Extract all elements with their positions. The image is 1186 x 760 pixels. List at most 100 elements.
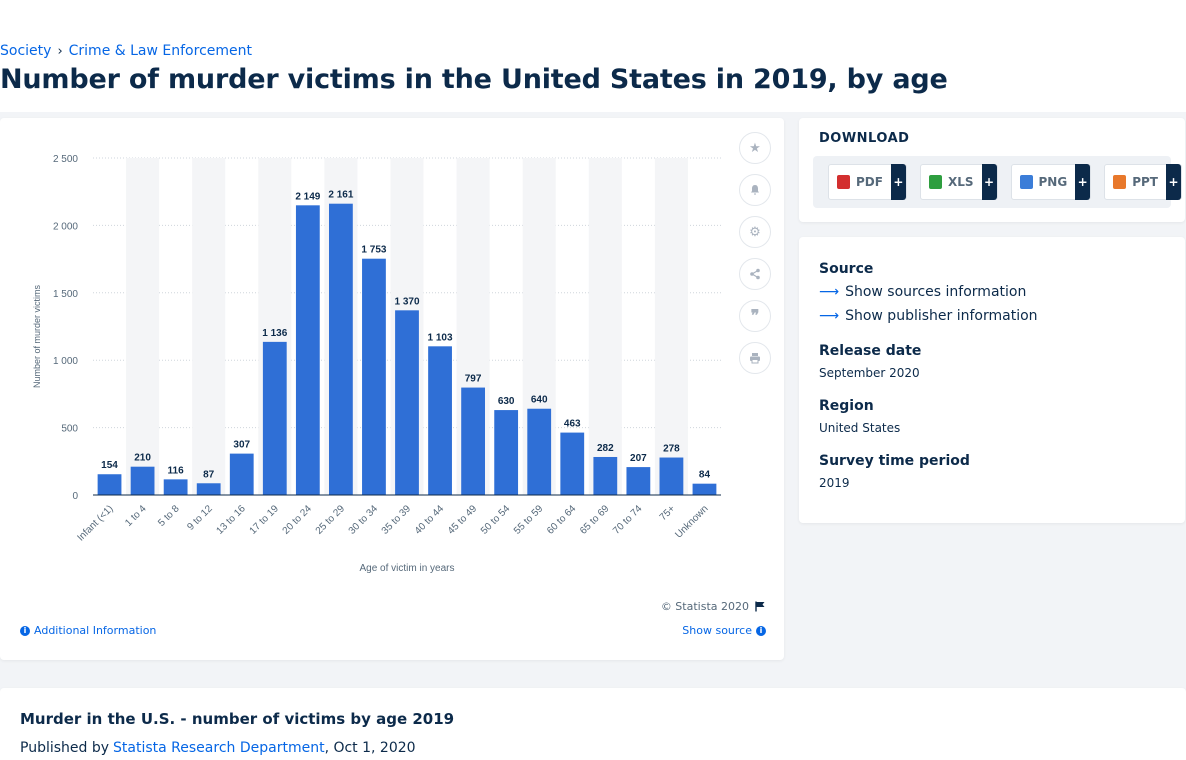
x-tick-label: Infant (<1) [75, 503, 115, 543]
bar [362, 258, 386, 495]
download-pdf-button[interactable]: PDF + [828, 164, 907, 200]
show-sources-link[interactable]: ⟶ Show sources information [819, 284, 1026, 300]
xls-file-icon [928, 175, 942, 189]
bell-icon[interactable] [739, 174, 771, 206]
bar [560, 432, 585, 495]
bar [659, 457, 684, 495]
x-tick-label: 1 to 4 [123, 503, 149, 529]
x-tick-label: 35 to 39 [380, 503, 414, 537]
column-band [192, 158, 226, 495]
breadcrumb-item-society[interactable]: Society [0, 43, 52, 59]
arrow-right-icon: ⟶ [819, 308, 840, 324]
bar [262, 341, 287, 495]
plus-icon: + [1165, 164, 1181, 200]
copyright-text: © Statista 2020 [660, 600, 749, 613]
x-tick-label: 5 to 8 [156, 503, 182, 529]
y-axis-title: Number of murder victims [32, 284, 42, 388]
data-label: 116 [168, 465, 185, 476]
additional-info-label: Additional Information [34, 624, 157, 637]
x-tick-label: 65 to 69 [578, 503, 612, 537]
show-publisher-label: Show publisher information [845, 308, 1038, 324]
bar-chart: 154 210 116 87 307 1 136 2 149 2 161 1 753 1 370 1… [32, 154, 721, 574]
ppt-file-icon [1113, 175, 1127, 189]
breadcrumb-separator: › [57, 43, 63, 59]
y-tick-label: 2 000 [53, 221, 78, 232]
x-tick-label: 9 to 12 [185, 503, 215, 533]
statistic-summary-card: Murder in the U.S. - number of victims b… [0, 688, 1186, 760]
data-label: 463 [564, 419, 581, 430]
column-band [126, 158, 160, 495]
region-value: United States [819, 421, 901, 435]
bar [395, 310, 419, 495]
star-icon[interactable]: ★ [739, 132, 771, 164]
show-source-link[interactable]: Show source i [682, 624, 766, 637]
y-tick-label: 2 500 [53, 154, 78, 165]
download-png-button[interactable]: PNG + [1010, 164, 1092, 200]
bar [163, 479, 188, 495]
publish-date: , Oct 1, 2020 [324, 740, 416, 756]
x-tick-label: Unknown [673, 503, 710, 540]
download-xls-button[interactable]: XLS + [919, 164, 998, 200]
additional-info-link[interactable]: i Additional Information [20, 624, 156, 637]
data-label: 307 [233, 440, 250, 451]
x-tick-label: 75+ [658, 503, 678, 523]
bar [692, 483, 717, 495]
data-label: 1 370 [394, 296, 419, 307]
x-axis-title: Age of victim in years [359, 563, 454, 574]
published-prefix: Published by [20, 740, 110, 756]
metadata-card: Source ⟶ Show sources information ⟶ Show… [799, 237, 1185, 523]
x-tick-label: 60 to 64 [545, 503, 579, 537]
download-ppt-button[interactable]: PPT + [1104, 164, 1182, 200]
breadcrumb: Society › Crime & Law Enforcement [0, 43, 252, 59]
download-png-label: PNG [1038, 175, 1068, 189]
chart-toolbar: ★ ⚙ ❞ [739, 132, 771, 374]
gear-icon[interactable]: ⚙ [739, 216, 771, 248]
show-publisher-link[interactable]: ⟶ Show publisher information [819, 308, 1038, 324]
info-icon: i [20, 625, 30, 636]
data-label: 1 136 [262, 328, 287, 339]
data-label: 1 103 [428, 332, 453, 343]
show-sources-label: Show sources information [845, 284, 1027, 300]
survey-period-label: Survey time period [819, 453, 970, 469]
data-label: 2 149 [295, 191, 320, 202]
release-date-label: Release date [819, 343, 922, 359]
data-label: 207 [630, 453, 647, 464]
plus-icon: + [890, 164, 906, 200]
bar [97, 474, 122, 495]
survey-period-value: 2019 [819, 476, 850, 490]
quote-icon[interactable]: ❞ [739, 300, 771, 332]
x-tick-label: 17 to 19 [248, 503, 282, 537]
page-header-background [0, 0, 1186, 112]
bar [428, 346, 452, 495]
x-tick-label: 25 to 29 [314, 503, 348, 537]
plus-icon: + [981, 164, 997, 200]
breadcrumb-item-crime[interactable]: Crime & Law Enforcement [68, 43, 252, 59]
y-tick-label: 500 [61, 424, 78, 435]
download-pdf-label: PDF [856, 175, 883, 189]
publisher-link[interactable]: Statista Research Department [113, 740, 325, 756]
bar [461, 387, 486, 495]
bar [593, 456, 618, 495]
data-label: 2 161 [328, 190, 353, 201]
x-tick-label: 13 to 16 [215, 503, 249, 537]
region-label: Region [819, 398, 874, 414]
y-tick-label: 0 [72, 491, 78, 502]
statistic-title: Murder in the U.S. - number of victims b… [20, 710, 455, 728]
data-label: 797 [465, 374, 482, 385]
bar [130, 466, 155, 495]
png-file-icon [1019, 175, 1033, 189]
bar [626, 467, 651, 495]
data-label: 1 753 [361, 245, 386, 256]
pdf-file-icon [837, 175, 850, 189]
print-icon[interactable] [739, 342, 771, 374]
bar [527, 408, 552, 495]
column-band [654, 158, 688, 495]
data-label: 84 [699, 470, 711, 481]
flag-icon[interactable] [755, 601, 766, 612]
share-icon[interactable] [739, 258, 771, 290]
data-label: 210 [134, 453, 151, 464]
source-label: Source [819, 261, 874, 277]
bar [295, 205, 320, 495]
x-tick-label: 45 to 49 [446, 503, 480, 537]
x-tick-label: 20 to 24 [281, 503, 315, 537]
